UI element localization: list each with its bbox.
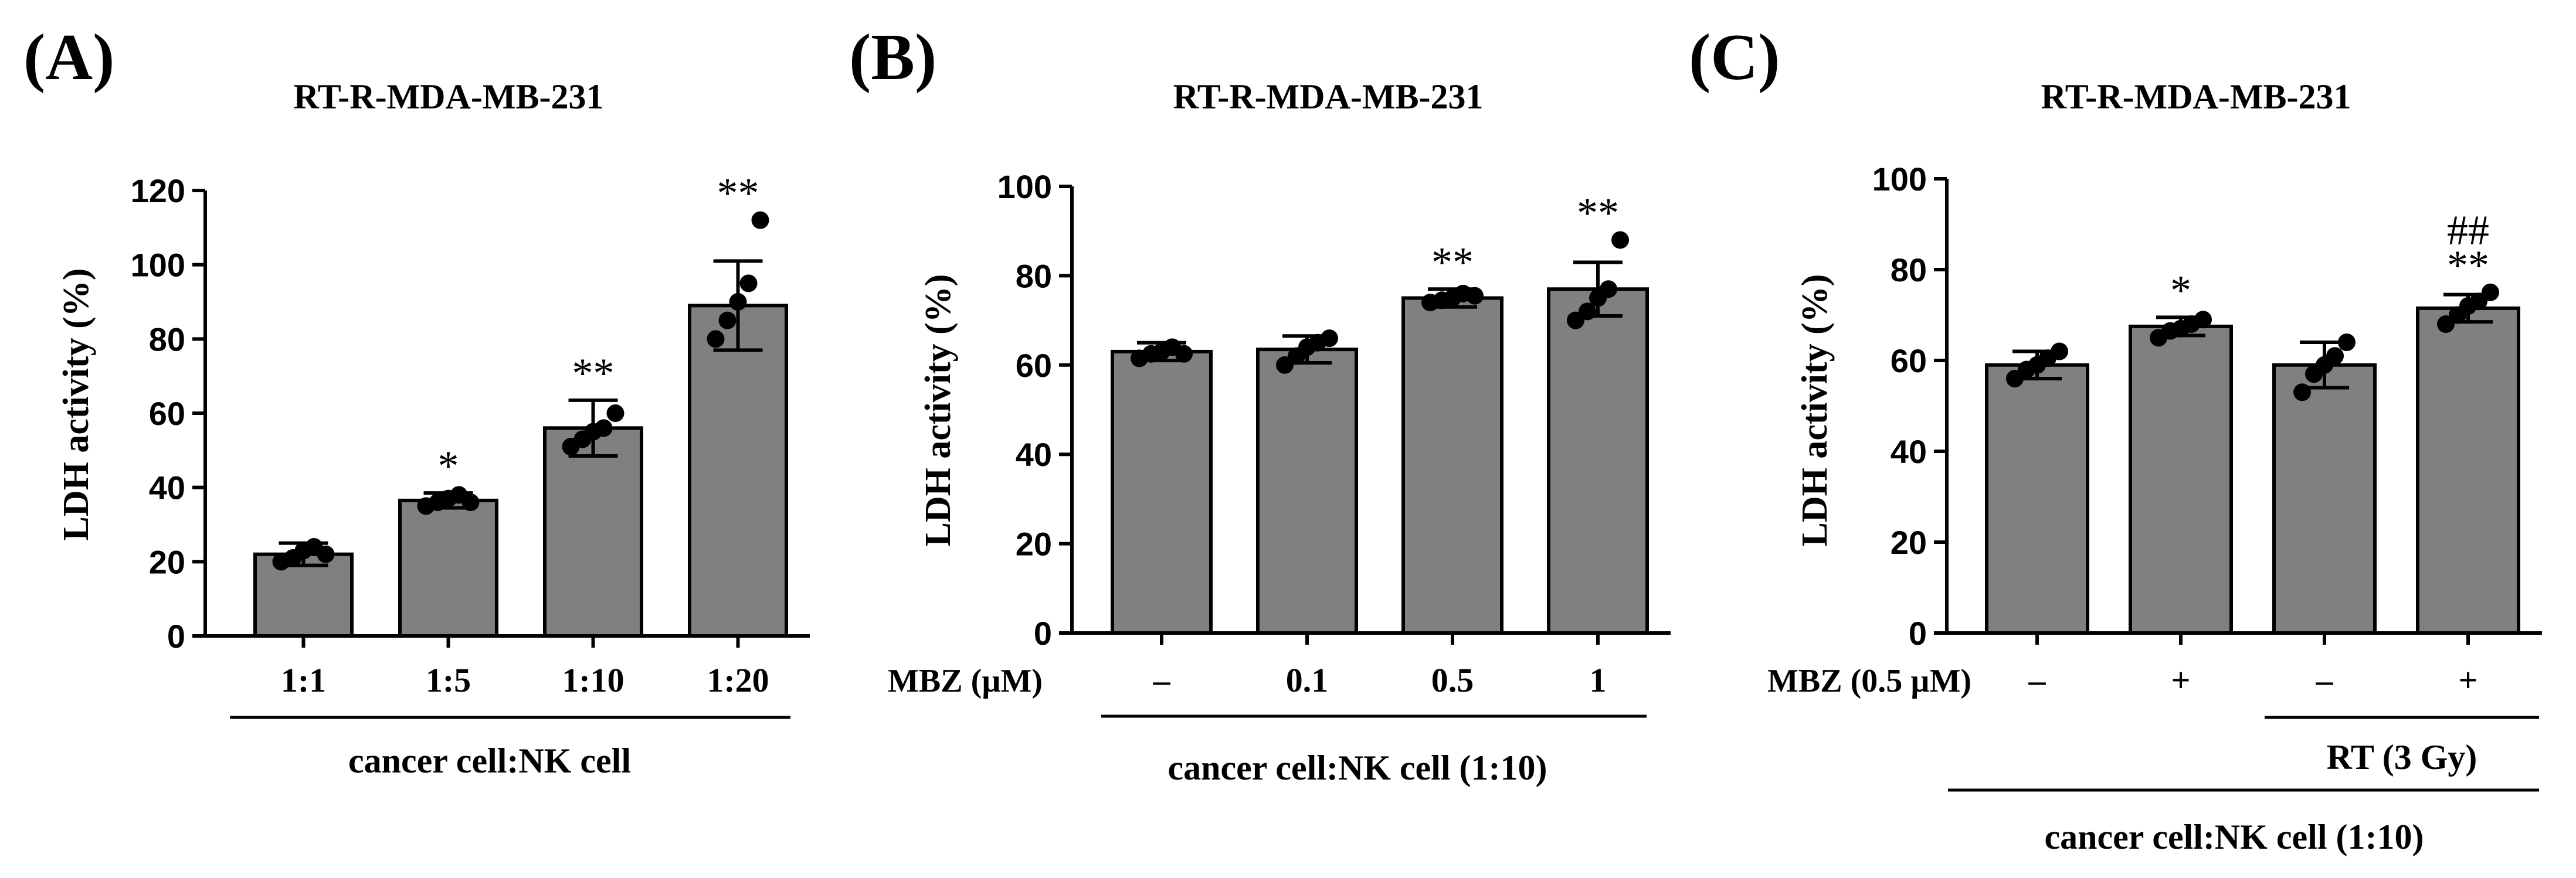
panel-c-category-label: – <box>2028 661 2046 699</box>
panel-c-category-label: + <box>2171 661 2190 699</box>
panel-b-category-label: 1 <box>1590 661 1607 699</box>
panel-b-bar <box>1401 296 1503 635</box>
panel-c-bar <box>2129 324 2233 635</box>
panel-b-bar <box>1547 287 1649 635</box>
panel-a-letter: (A) <box>23 21 114 94</box>
panel-a-category-label: 1:10 <box>562 661 624 699</box>
panel-a-data-point <box>739 274 758 292</box>
panel-c-plot: 0 20 40 60 80 100 – * + – **## + <box>1872 161 2542 699</box>
panel-b-y-tick-label: 80 <box>1016 257 1052 294</box>
panel-a-data-point <box>707 330 725 348</box>
panel-c-data-point <box>2194 311 2212 329</box>
panel-c-bar <box>1985 363 2089 635</box>
panel-a-y-tick-label: 40 <box>149 469 185 506</box>
panel-a-significance-mark: * <box>438 443 459 489</box>
panel-a-y-tick-label: 0 <box>167 618 185 655</box>
panel-c-title: RT-R-MDA-MB-231 <box>2041 77 2351 116</box>
panel-c-bar <box>2416 306 2520 635</box>
panel-b-letter: (B) <box>849 21 936 94</box>
panel-a-y-tick-label: 100 <box>131 247 185 284</box>
panel-b-data-point <box>1600 280 1617 298</box>
panel-c-y-tick-label: 80 <box>1891 251 1927 288</box>
panel-c-significance-mark: * <box>2170 267 2191 314</box>
panel-c-mbz-row-label: MBZ (0.5 µM) <box>1767 663 1971 699</box>
panel-c-significance-mark-hash: ## <box>2447 207 2489 254</box>
panel-c-category-label: + <box>2458 661 2477 699</box>
panel-b-y-tick-label: 20 <box>1016 526 1052 563</box>
panel-b-mbz-row-label: MBZ (µM) <box>888 663 1043 699</box>
panel-c-data-point <box>2338 333 2356 351</box>
panel-c-y-tick-label: 60 <box>1891 342 1927 379</box>
panel-a-bar <box>398 498 498 638</box>
panel-c-y-tick-label: 20 <box>1891 524 1927 561</box>
panel-b-data-point <box>1579 302 1596 321</box>
panel-a-y-tick-label: 60 <box>149 395 185 432</box>
panel-c-category-label: – <box>2316 661 2334 699</box>
panel-a-bar <box>688 304 788 638</box>
panel-a-y-axis-label: LDH activity (%) <box>56 268 96 541</box>
panel-c-bar <box>2272 363 2377 635</box>
panel-b-category-label: 0.5 <box>1431 661 1474 699</box>
panel-b-bar <box>1111 349 1213 635</box>
panel-b-data-point <box>1321 329 1338 348</box>
panel-b-data-point <box>1466 287 1484 305</box>
panel-a-category-label: 1:1 <box>281 661 326 699</box>
panel-c-rt-label: RT (3 Gy) <box>2327 738 2477 777</box>
panel-a-category-label: 1:20 <box>707 661 769 699</box>
panel-c-y-tick-label: 100 <box>1872 161 1927 198</box>
panel-c-y-tick-label: 40 <box>1891 433 1927 470</box>
panel-a-data-point <box>606 404 625 422</box>
panel-a-category-label: 1:5 <box>426 661 471 699</box>
panel-a-y-tick-label: 120 <box>131 172 185 209</box>
panel-a-y-tick-label: 80 <box>149 321 185 358</box>
panel-b-title: RT-R-MDA-MB-231 <box>1173 77 1484 116</box>
panel-a-title: RT-R-MDA-MB-231 <box>294 77 604 116</box>
panel-a-data-point <box>718 311 737 329</box>
panel-b-bar <box>1256 348 1358 635</box>
panel-c-data-point <box>2293 383 2311 401</box>
panel-b-y-tick-label: 100 <box>997 168 1052 205</box>
panel-c-group-label: cancer cell:NK cell (1:10) <box>2045 818 2424 856</box>
panel-a-significance-mark: ** <box>572 350 615 397</box>
panel-b-y-axis-label: LDH activity (%) <box>918 274 958 547</box>
panel-c-y-tick-label: 0 <box>1909 615 1927 652</box>
panel-c-significance-mark: ** <box>2447 242 2489 289</box>
panel-a-data-point <box>317 545 335 563</box>
panel-b-y-tick-label: 60 <box>1016 347 1052 384</box>
panel-a-data-point <box>751 211 769 229</box>
panel-b-group-label: cancer cell:NK cell (1:10) <box>1168 748 1547 787</box>
panel-c-letter: (C) <box>1689 21 1780 94</box>
panel-c-data-point <box>2482 283 2499 301</box>
panel-b-significance-mark: ** <box>1431 239 1474 285</box>
panel-c-y-axis-label: LDH activity (%) <box>1795 274 1835 547</box>
panel-a-bar <box>543 426 643 638</box>
panel-b-plot: 0 20 40 60 80 100 – 0.1 ** 0.5 ** 1 <box>997 168 1671 699</box>
panel-b-category-label: 0.1 <box>1286 661 1329 699</box>
panel-c-data-point <box>2326 347 2344 365</box>
panel-c-data-point <box>2051 342 2068 360</box>
panel-b-data-point <box>1611 231 1629 249</box>
panel-a-y-tick-label: 20 <box>149 543 185 580</box>
panel-b-data-point <box>1175 345 1193 363</box>
panel-b-y-tick-label: 0 <box>1034 615 1052 652</box>
panel-a-significance-mark: ** <box>717 170 759 217</box>
panel-b-category-label: – <box>1153 661 1171 699</box>
panel-b-y-tick-label: 40 <box>1016 436 1052 473</box>
panel-a-data-point <box>595 419 613 437</box>
panel-a-data-point <box>461 494 480 511</box>
panel-a-data-point <box>729 293 747 311</box>
panel-a-bar <box>253 552 354 638</box>
panel-b-significance-mark: ** <box>1577 189 1619 236</box>
panel-a-plot: 0 20 40 60 80 100 120 1:1 * 1:5 ** 1:10 ** 1:20 <box>131 170 810 699</box>
panel-a-group-label: cancer cell:NK cell <box>348 741 631 780</box>
